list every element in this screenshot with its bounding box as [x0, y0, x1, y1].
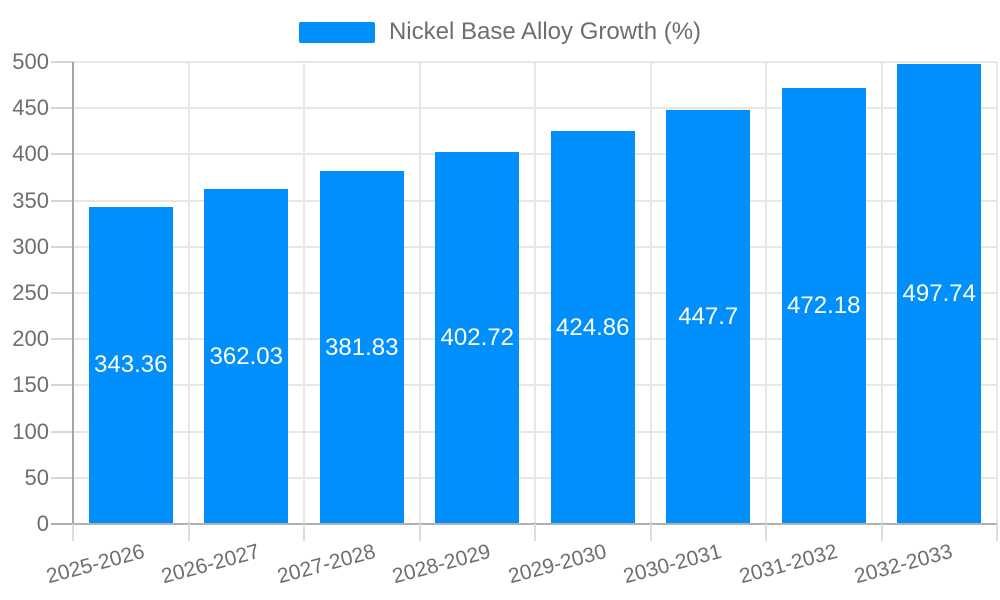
- y-axis-tick-mark: [51, 384, 73, 387]
- y-axis-tick-mark: [51, 476, 73, 479]
- x-axis-tick-mark: [303, 524, 305, 541]
- x-axis-tick-mark: [187, 524, 190, 541]
- legend-swatch: [298, 21, 375, 43]
- gridline-vertical: [649, 62, 652, 524]
- y-axis-tick-label: 450: [12, 95, 49, 121]
- y-axis-tick-label: 100: [12, 418, 49, 444]
- x-axis-tick-mark: [880, 524, 883, 541]
- gridline-vertical: [880, 62, 883, 524]
- bar-value-label: 402.72: [440, 323, 514, 351]
- gridline-vertical: [418, 62, 421, 524]
- bar-value-label: 472.18: [787, 291, 861, 319]
- x-axis-tick-mark: [765, 524, 767, 541]
- x-axis-tick-mark: [996, 524, 998, 541]
- gridline-vertical: [534, 62, 536, 524]
- bar[interactable]: [88, 206, 173, 524]
- legend-item[interactable]: Nickel Base Alloy Growth (%): [0, 14, 1000, 50]
- y-axis-tick-mark: [51, 292, 73, 294]
- y-axis-tick-mark: [51, 153, 73, 156]
- x-axis-tick-mark: [72, 524, 74, 541]
- bar[interactable]: [781, 87, 866, 524]
- y-axis-tick-label: 350: [12, 187, 49, 213]
- plot-area: 343.36 362.03 381.83 402.72 424.86 447.7 472.1…: [72, 61, 998, 525]
- y-axis-tick-label: 500: [12, 49, 49, 74]
- y-axis-tick-label: 50: [24, 464, 49, 490]
- y-axis-tick-label: 200: [12, 326, 49, 352]
- bar[interactable]: [435, 151, 520, 524]
- bar-value-label: 497.74: [902, 280, 976, 308]
- bar-value-label: 362.03: [209, 342, 283, 370]
- x-axis-tick-mark: [649, 524, 652, 541]
- y-axis-tick-mark: [51, 430, 73, 433]
- y-axis-tick-mark: [51, 199, 73, 202]
- y-axis-tick-mark: [51, 107, 73, 110]
- gridline-vertical: [187, 62, 190, 524]
- y-axis-tick-label: 0: [36, 511, 49, 536]
- x-axis-line: [51, 523, 997, 525]
- bar-value-label: 447.7: [678, 303, 739, 331]
- y-axis-tick-label: 150: [12, 372, 49, 398]
- bar[interactable]: [897, 64, 982, 524]
- bar[interactable]: [319, 171, 404, 524]
- y-axis-tick-mark: [51, 245, 73, 248]
- y-axis-tick-label: 250: [12, 280, 49, 305]
- bar[interactable]: [550, 131, 635, 524]
- gridline-vertical: [765, 62, 767, 524]
- bar-value-label: 424.86: [556, 313, 630, 341]
- y-axis-tick-mark: [51, 61, 73, 63]
- x-axis-tick-mark: [418, 524, 421, 541]
- bar[interactable]: [666, 110, 751, 524]
- gridline-vertical: [303, 62, 305, 524]
- bar-value-label: 381.83: [325, 333, 399, 361]
- y-axis-line: [72, 62, 74, 524]
- bar[interactable]: [204, 189, 289, 524]
- bar-value-label: 343.36: [94, 351, 168, 379]
- y-axis-tick-mark: [51, 338, 73, 341]
- y-axis-tick-label: 400: [12, 141, 49, 167]
- legend-label: Nickel Base Alloy Growth (%): [388, 18, 702, 45]
- gridline-vertical: [996, 62, 998, 524]
- y-axis-tick-label: 300: [12, 233, 49, 259]
- x-axis-tick-mark: [534, 524, 536, 541]
